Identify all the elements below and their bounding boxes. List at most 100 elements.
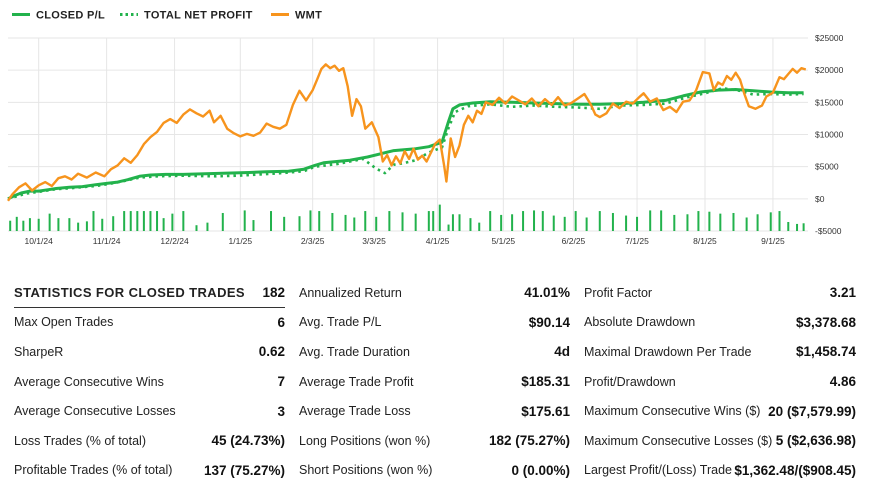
stat-row: Max Open Trades 6 — [14, 308, 285, 338]
stat-value: $1,362.48/($908.45) — [734, 462, 856, 478]
stat-row: Absolute Drawdown $3,378.68 — [584, 308, 856, 338]
volume-bar — [221, 212, 224, 231]
volume-bar — [660, 210, 663, 231]
volume-bar — [458, 214, 461, 231]
y-tick-label: $5000 — [815, 162, 839, 172]
volume-bar — [252, 220, 255, 231]
volume-bar — [574, 211, 577, 231]
stat-row: Average Consecutive Losses 3 — [14, 396, 285, 426]
x-tick-label: 2/3/25 — [301, 236, 325, 246]
stat-label: Annualized Return — [299, 285, 402, 300]
volume-bar — [344, 214, 347, 231]
volume-bars — [9, 204, 805, 231]
stat-value: $1,458.74 — [795, 344, 856, 360]
volume-bar — [388, 211, 391, 231]
x-tick-label: 7/1/25 — [625, 236, 649, 246]
volume-bar — [432, 211, 435, 231]
stat-value: 0 (0.00%) — [511, 462, 570, 478]
volume-bar — [112, 216, 115, 231]
volume-bar — [552, 215, 555, 231]
stat-label: Average Consecutive Losses — [14, 404, 176, 419]
stat-row: Short Positions (won %) 0 (0.00%) — [299, 456, 570, 486]
volume-bar — [438, 204, 441, 231]
stat-label: Short Positions (won %) — [299, 463, 433, 478]
volume-bar — [270, 211, 273, 231]
volume-bar — [541, 211, 544, 231]
stat-row: Annualized Return 41.01% — [299, 278, 570, 308]
legend-label-closed-pl: CLOSED P/L — [36, 10, 105, 22]
volume-bar — [22, 220, 25, 231]
volume-bar — [414, 213, 417, 231]
volume-bar — [427, 211, 430, 231]
volume-bar — [123, 211, 126, 231]
volume-bar — [401, 212, 404, 231]
stat-row: Profit/Drawdown 4.86 — [584, 367, 856, 397]
legend-item-wmt[interactable]: WMT — [271, 10, 322, 22]
volume-bar — [309, 210, 312, 231]
stat-value: 20 ($7,579.99) — [768, 403, 856, 419]
volume-bar — [195, 225, 198, 231]
volume-bar — [778, 211, 781, 231]
volume-bar — [625, 215, 628, 231]
stat-row: Maximum Consecutive Losses ($) 5 ($2,636.… — [584, 426, 856, 456]
volume-bar — [511, 214, 514, 231]
stat-value: $3,378.68 — [795, 314, 856, 330]
volume-bar — [522, 211, 525, 231]
volume-bar — [364, 211, 367, 231]
stat-value: 4.86 — [829, 374, 856, 390]
volume-bar — [787, 221, 790, 231]
volume-bar — [77, 222, 80, 231]
volume-bar — [9, 220, 12, 231]
stat-label: Largest Profit/(Loss) Trade — [584, 463, 732, 478]
stat-value: $90.14 — [528, 314, 570, 330]
stat-label: SharpeR — [14, 344, 64, 359]
volume-bar — [142, 211, 145, 231]
volume-bar — [585, 217, 588, 231]
volume-bar — [136, 211, 139, 231]
volume-bar — [451, 214, 454, 231]
volume-bar — [149, 211, 152, 231]
legend-item-total-net-profit[interactable]: TOTAL NET PROFIT — [120, 10, 253, 22]
x-tick-label: 9/1/25 — [761, 236, 785, 246]
stat-value: 6 — [277, 314, 285, 330]
stat-label: Absolute Drawdown — [584, 315, 696, 330]
stat-label: Max Open Trades — [14, 315, 114, 330]
legend-label-wmt: WMT — [295, 10, 322, 22]
volume-bar — [331, 212, 334, 231]
stat-value: 45 (24.73%) — [211, 433, 285, 449]
x-tick-label: 12/2/24 — [160, 236, 189, 246]
volume-bar — [37, 218, 40, 231]
volume-bar — [686, 214, 689, 231]
stat-label: Maximal Drawdown Per Trade — [584, 344, 752, 359]
volume-bar — [68, 218, 71, 231]
volume-bar — [756, 214, 759, 231]
chart-legend: CLOSED P/L TOTAL NET PROFIT WMT — [12, 10, 322, 22]
volume-bar — [769, 212, 772, 231]
stat-value: 7 — [277, 374, 285, 390]
y-tick-label: -$5000 — [815, 226, 842, 236]
x-tick-label: 1/1/25 — [229, 236, 253, 246]
volume-bar — [28, 218, 31, 231]
closed-pl-line — [7, 88, 804, 201]
volume-bar — [478, 222, 481, 231]
volume-bar — [469, 218, 472, 231]
stat-value: 182 — [262, 285, 285, 301]
legend-item-closed-pl[interactable]: CLOSED P/L — [12, 10, 105, 22]
stat-value: 0.62 — [258, 344, 285, 360]
volume-bar — [57, 218, 60, 231]
volume-bar — [48, 213, 51, 231]
volume-bar — [796, 223, 799, 231]
x-tick-label: 8/1/25 — [693, 236, 717, 246]
volume-bar — [697, 211, 700, 231]
stat-value: 41.01% — [524, 285, 570, 301]
y-tick-label: $0 — [815, 194, 825, 204]
volume-bar — [156, 211, 159, 231]
stat-row: Largest Profit/(Loss) Trade $1,362.48/($9… — [584, 456, 856, 486]
volume-bar — [673, 214, 676, 231]
volume-bar — [719, 213, 722, 231]
stat-value: 3 — [277, 403, 285, 419]
chart-gridlines — [8, 37, 808, 232]
stat-value: 4d — [554, 344, 570, 360]
chart-series — [7, 63, 807, 202]
volume-bar — [489, 211, 492, 231]
